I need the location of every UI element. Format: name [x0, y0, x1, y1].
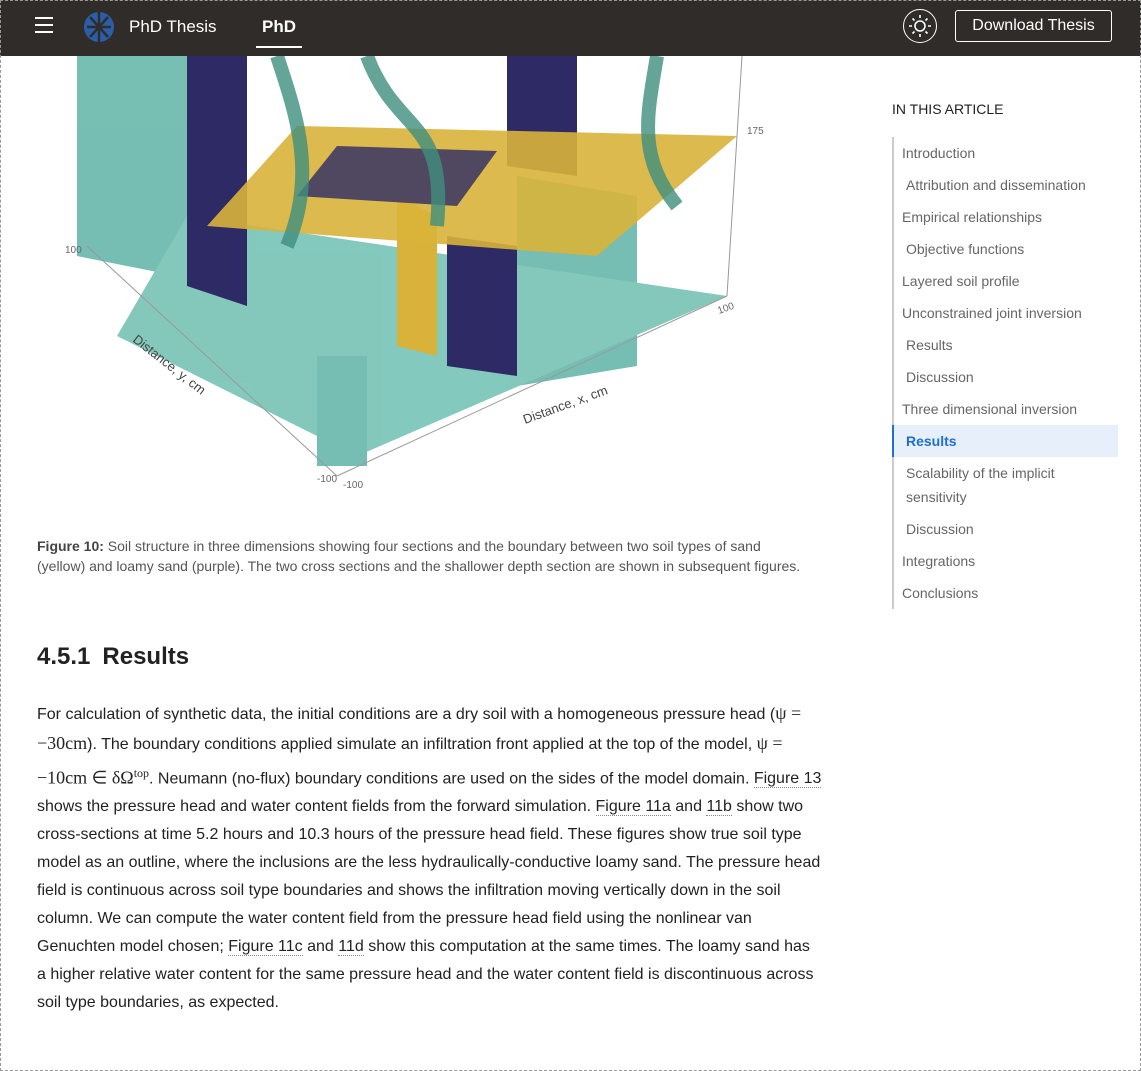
toc-item[interactable]: Introduction: [902, 145, 976, 161]
figure-image: 175 100 100 Distance, y, cm Distance, x,…: [65, 56, 764, 491]
toc-item[interactable]: Attribution and dissemination: [906, 177, 1086, 193]
figure-caption: Figure 10: Soil structure in three dimen…: [37, 536, 807, 576]
text: shows the pressure head and water conten…: [37, 798, 596, 816]
toc-item[interactable]: Results: [906, 337, 953, 353]
axis-title: Distance, x, cm: [521, 382, 610, 426]
paragraph: For calculation of synthetic data, the i…: [37, 699, 822, 1017]
text: For calculation of synthetic data, the i…: [37, 706, 776, 723]
text: and: [670, 798, 707, 816]
toc-item[interactable]: Empirical relationships: [902, 209, 1043, 225]
section-heading: 4.5.1 Results: [37, 643, 189, 671]
toc-item[interactable]: Layered soil profile: [902, 273, 1020, 289]
text: . Neumann (no-flux) boundary conditions …: [149, 770, 754, 788]
axis-label: 100: [716, 301, 736, 317]
text: ). The boundary conditions applied simul…: [87, 736, 757, 753]
toc-item-active[interactable]: Results: [892, 425, 1118, 457]
logo[interactable]: [81, 9, 117, 45]
toc-item[interactable]: Integrations: [902, 553, 976, 569]
axis-label: 100: [65, 245, 82, 256]
toc-item[interactable]: Objective functions: [906, 241, 1025, 257]
math-sup: top: [133, 766, 150, 780]
nav-tab[interactable]: PhD: [256, 17, 302, 48]
theme-toggle[interactable]: [903, 9, 937, 43]
axis-label: 175: [747, 126, 764, 137]
toc-item[interactable]: Scalability of the implicit sensitivity: [906, 465, 1055, 505]
caption-label: Figure 10:: [37, 538, 104, 554]
toc-title: IN THIS ARTICLE: [892, 101, 1004, 117]
section-title: Results: [102, 643, 190, 670]
figure-link[interactable]: 11b: [706, 798, 732, 817]
axis-label: -100: [343, 480, 363, 491]
menu-button[interactable]: [35, 17, 53, 33]
figure-link[interactable]: Figure 13: [753, 770, 822, 789]
text: show two cross-sections at time 5.2 hour…: [37, 798, 821, 956]
text: show this computation at the same times.…: [37, 938, 814, 1012]
toc-item[interactable]: Unconstrained joint inversion: [902, 305, 1082, 321]
math: ψ = −10cm ∈ δΩ: [37, 733, 783, 788]
math: ψ = −30cm: [37, 703, 802, 753]
text: and: [302, 938, 339, 956]
figure-link[interactable]: Figure 11a: [595, 798, 671, 817]
toc-item[interactable]: Discussion: [906, 369, 974, 385]
figure-link[interactable]: Figure 11c: [228, 938, 303, 957]
figure-link[interactable]: 11d: [338, 938, 364, 957]
caption-text: Soil structure in three dimensions showi…: [37, 538, 801, 574]
section-number: 4.5.1: [37, 643, 91, 670]
toc-list: Introduction Attribution and disseminati…: [892, 137, 1118, 609]
toc-item[interactable]: Three dimensional inversion: [902, 401, 1078, 417]
top-bar: PhD Thesis PhD Download Thesis: [0, 0, 1141, 56]
toc-item[interactable]: Discussion: [906, 521, 974, 537]
download-button[interactable]: Download Thesis: [955, 10, 1112, 42]
toc-item[interactable]: Conclusions: [902, 585, 979, 601]
axis-label: -100: [317, 474, 337, 485]
site-title[interactable]: PhD Thesis: [129, 17, 217, 36]
